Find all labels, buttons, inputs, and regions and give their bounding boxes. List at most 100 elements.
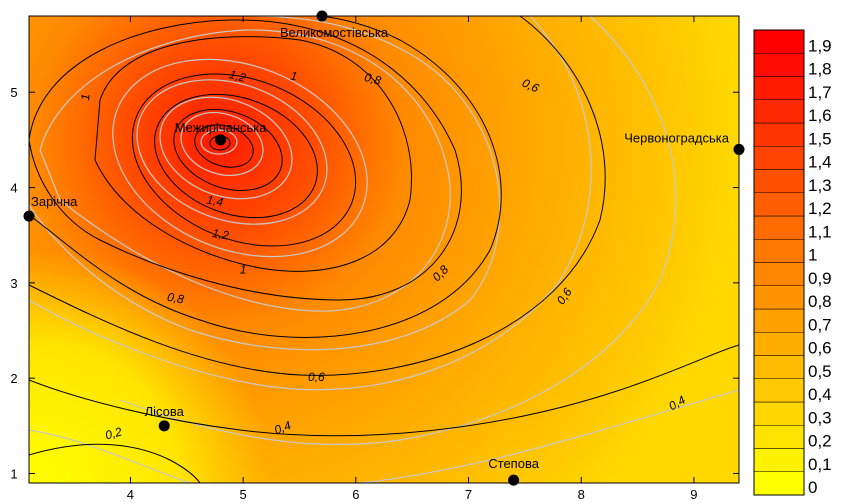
contour-label: 1	[289, 69, 298, 84]
contour-label: 0,6	[520, 76, 541, 96]
contour-label-group: 1	[78, 93, 93, 101]
plot-area: 1,2 1 0,8 0,611,41,210,80,80,60,60,40,40,2	[29, 16, 739, 483]
station-label: Зарічна	[31, 194, 78, 209]
contour-line-0-6	[29, 16, 606, 376]
station-label: Степова	[488, 456, 539, 471]
y-tick-label: 4	[10, 181, 17, 196]
contour-label: 1,4	[206, 193, 225, 210]
colorbar-cell	[753, 53, 805, 77]
contour-line-0-8	[29, 16, 502, 338]
contour-line-1	[94, 36, 412, 272]
colorbar-label: 1,2	[808, 199, 832, 218]
colorbar-label: 1,1	[808, 222, 832, 241]
colorbar-label: 0,9	[808, 269, 832, 288]
colorbar-cell	[753, 76, 805, 100]
colorbar-label: 1,5	[808, 129, 832, 148]
minor-contour	[29, 16, 592, 391]
contour-line-0-2	[29, 443, 201, 483]
colorbar-label: 1,3	[808, 176, 832, 195]
major-contours	[29, 16, 739, 483]
minor-contour	[119, 16, 677, 446]
contour-line-0-4	[29, 344, 739, 437]
minor-contour	[112, 58, 368, 258]
x-tick-label: 7	[465, 487, 472, 502]
colorbar-label: 1,7	[808, 83, 832, 102]
contour-label: 0,8	[166, 290, 185, 307]
colorbar-cell	[753, 262, 805, 286]
y-axis: 1 2 3 4 5	[10, 85, 739, 481]
colorbar-label: 0,8	[808, 292, 832, 311]
colorbar-cell	[753, 239, 805, 263]
colorbar-label: 0,6	[808, 339, 832, 358]
colorbar-label: 1	[808, 246, 817, 265]
y-tick-label: 2	[10, 371, 17, 386]
colorbar-label: 1,8	[808, 60, 832, 79]
contour-line	[173, 108, 283, 192]
contour-label-group: 0,4	[272, 418, 293, 437]
station-marker	[316, 10, 328, 22]
colorbar-cell	[753, 29, 805, 54]
contour-label: 0,6	[308, 370, 325, 384]
x-axis: 4 5 6 7 8 9	[127, 16, 698, 502]
station-label: Лісова	[145, 404, 185, 419]
contour-label: 1	[78, 93, 93, 101]
colorbar-cell	[753, 122, 805, 147]
colorbar-frame	[753, 29, 805, 496]
station-marker	[23, 210, 35, 222]
colorbar-label: 0,1	[808, 455, 832, 474]
minor-contour	[180, 112, 264, 176]
contour-label-group: 0,8	[166, 290, 185, 307]
minor-contour	[359, 389, 739, 483]
colorbar-cell	[753, 401, 805, 426]
minor-contour	[136, 79, 328, 225]
contour-label-group: 1,2	[211, 226, 230, 243]
x-tick-label: 6	[352, 487, 359, 502]
colorbar-label: 1,4	[808, 153, 832, 172]
colorbar-cell	[753, 192, 805, 217]
minor-contour	[29, 429, 191, 483]
low-value-field	[29, 16, 739, 483]
stations: Великомостівська Межирічанська Червоноград…	[23, 10, 745, 486]
contour-label-group: 0,6	[520, 76, 541, 96]
colorbar-labels: 0 0,1 0,2 0,3 0,4 0,5 0,6 0,7 0,8 0,9 1 1,1 1,2 1,3 1,…	[808, 36, 832, 497]
colorbar-cell	[753, 215, 805, 240]
contour-label-group: 0,8	[363, 70, 383, 88]
colorbar-cell	[753, 378, 805, 403]
colorbar-label: 1,9	[808, 36, 832, 55]
colorbar-label: 0,3	[808, 408, 832, 427]
minor-contours	[29, 16, 739, 483]
colorbar-label: 1,6	[808, 106, 832, 125]
contour-line-1-4	[154, 93, 318, 219]
colorbar-cell	[753, 169, 805, 193]
x-tick-label: 9	[690, 487, 697, 502]
colorbar-cell	[753, 448, 805, 472]
colorbar-cell	[753, 425, 805, 449]
y-tick-label: 3	[10, 276, 17, 291]
contour-label: 0,8	[363, 70, 383, 88]
contour-label-group: 0,2	[104, 424, 124, 442]
contour-line-1-outer	[29, 19, 462, 301]
contour-label-group: 1,2	[228, 67, 248, 85]
contour-label-group: 1,4	[206, 193, 225, 210]
y-tick-label: 5	[10, 85, 17, 100]
x-tick-label: 4	[127, 487, 134, 502]
colorbar-cell	[753, 332, 805, 356]
contour-line	[194, 124, 254, 168]
station-label: Великомостівська	[280, 25, 389, 40]
y-tick-label: 1	[10, 466, 17, 481]
colorbar-cell	[753, 308, 805, 333]
x-tick-label: 8	[578, 487, 585, 502]
contour-label: 0,2	[104, 424, 124, 442]
minor-contour	[39, 29, 451, 312]
contour-line-1-2	[131, 73, 357, 247]
colorbar-cell	[753, 355, 805, 379]
minor-contour	[159, 96, 293, 200]
station-marker	[215, 134, 227, 146]
contour-label-group: 1	[289, 69, 298, 84]
station-marker	[158, 420, 170, 432]
contour-label: 0,4	[272, 418, 293, 437]
minor-contour	[200, 129, 238, 155]
colorbar-cell	[753, 285, 805, 310]
contour-label: 1	[240, 263, 247, 277]
contour-label: 1,2	[228, 67, 248, 85]
